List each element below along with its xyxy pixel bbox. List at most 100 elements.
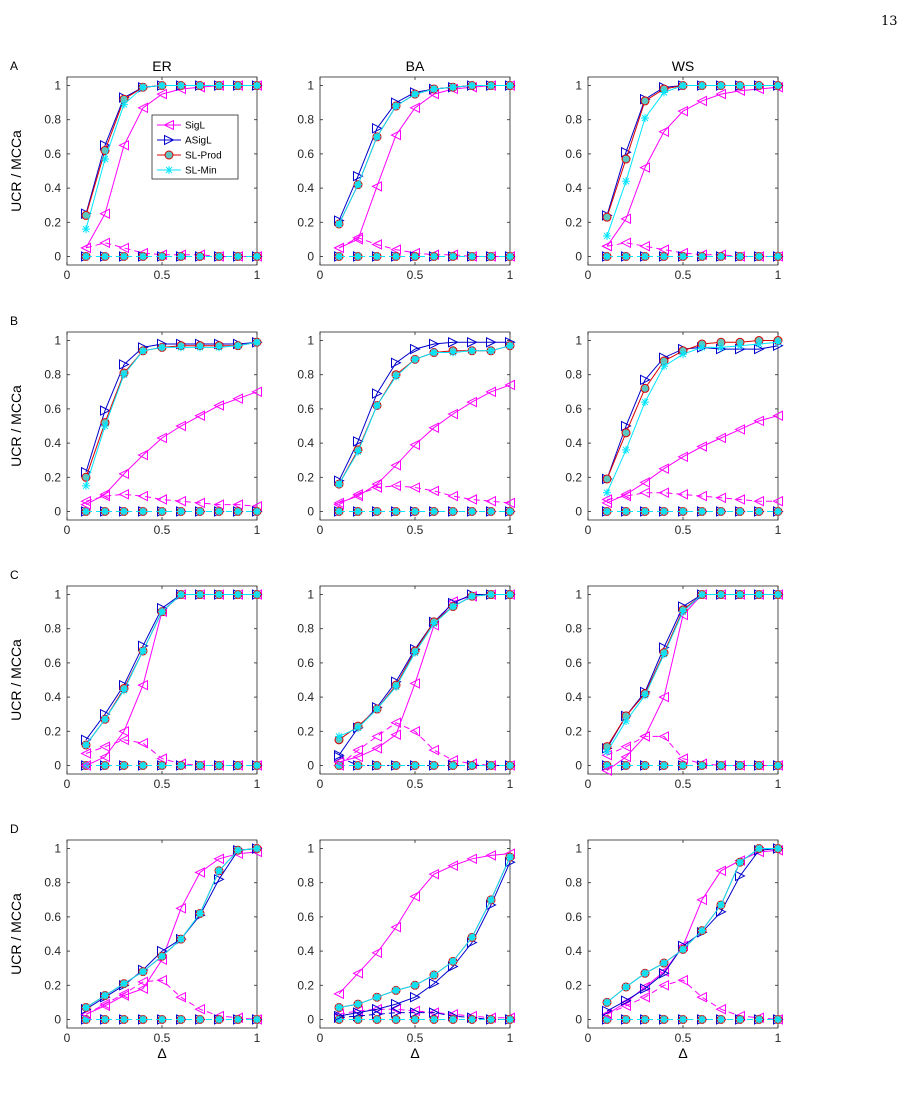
y-axis-label: UCR / MCCa <box>8 893 24 975</box>
data-point <box>333 756 344 768</box>
page-number: 13 <box>881 14 898 29</box>
data-point <box>410 991 421 1003</box>
y-tick-label: 0.6 <box>44 656 61 670</box>
data-point <box>468 81 476 90</box>
data-point <box>156 974 167 986</box>
data-point <box>392 507 400 516</box>
data-point <box>468 933 476 942</box>
series-sigl <box>80 846 262 1020</box>
data-point <box>641 969 649 978</box>
data-point <box>447 408 458 420</box>
series-line <box>85 341 258 486</box>
y-tick-label: 1 <box>307 334 314 348</box>
y-tick-label: 0.2 <box>297 724 314 738</box>
data-point <box>372 1003 383 1015</box>
data-point <box>485 850 496 861</box>
data-point <box>118 734 129 746</box>
series-sl-min-dashed <box>335 1015 514 1024</box>
data-point <box>449 83 457 92</box>
data-point <box>428 868 439 880</box>
data-point <box>772 495 783 507</box>
x-tick-label: 0.5 <box>154 268 171 282</box>
data-point <box>696 991 707 1003</box>
data-point <box>373 993 381 1002</box>
series-line <box>606 848 778 1003</box>
data-point <box>774 761 782 770</box>
data-point <box>640 96 650 106</box>
y-tick-label: 1 <box>307 842 314 856</box>
y-tick-label: 0.8 <box>44 368 61 382</box>
data-point <box>506 81 514 90</box>
y-tick-label: 0 <box>307 504 314 518</box>
data-point <box>429 338 440 350</box>
data-point <box>698 252 706 261</box>
data-point <box>373 252 381 261</box>
x-tick-label: 1 <box>507 1031 514 1045</box>
data-point <box>99 489 110 500</box>
data-point <box>774 844 782 853</box>
data-point <box>80 1009 91 1020</box>
x-tick-label: 0 <box>64 268 71 282</box>
data-point <box>622 177 630 186</box>
data-point <box>736 507 744 516</box>
data-point <box>120 761 128 770</box>
data-point <box>120 370 128 379</box>
data-point <box>430 507 438 516</box>
data-point <box>735 870 746 882</box>
data-point <box>354 761 362 770</box>
y-tick-label: 0 <box>54 249 61 263</box>
data-point <box>253 590 261 599</box>
data-point <box>371 947 382 959</box>
data-point <box>139 967 147 976</box>
data-point <box>603 488 611 497</box>
panel-c-1: 0 0.5 1 0 0.2 0.4 0.6 0.8 1 UCR / MCCa C <box>8 568 263 791</box>
series-line <box>606 340 778 480</box>
series-line <box>338 341 510 481</box>
series-line <box>606 85 778 237</box>
data-point <box>196 761 204 770</box>
data-point <box>620 489 631 500</box>
row-label: C <box>10 568 19 582</box>
data-point <box>715 432 726 444</box>
data-point <box>373 761 381 770</box>
data-point <box>639 240 650 252</box>
panel-title: BA <box>406 58 425 74</box>
data-point <box>602 1005 613 1017</box>
data-point <box>622 982 630 991</box>
data-point <box>736 858 744 867</box>
data-point <box>715 492 726 504</box>
data-point <box>658 463 669 475</box>
x-tick-label: 0.5 <box>154 523 171 537</box>
data-point <box>717 1015 725 1024</box>
data-point <box>504 379 515 391</box>
data-point <box>372 122 383 134</box>
data-point <box>120 979 128 988</box>
data-point <box>755 844 763 853</box>
data-point <box>213 499 224 510</box>
x-tick-label: 0 <box>585 777 592 791</box>
legend-label: ASigL <box>185 136 212 147</box>
data-point <box>215 1015 223 1024</box>
data-point <box>468 252 476 261</box>
data-point <box>774 507 782 516</box>
data-point <box>506 761 514 770</box>
data-point <box>82 252 90 261</box>
data-point <box>118 489 129 500</box>
data-point <box>659 968 670 979</box>
y-tick-label: 0.6 <box>565 147 582 161</box>
data-point <box>660 88 668 97</box>
series-line <box>606 86 779 247</box>
data-point <box>774 338 782 347</box>
data-point <box>371 731 382 742</box>
data-point <box>603 252 611 261</box>
data-point <box>601 497 612 509</box>
data-point <box>641 398 649 407</box>
data-point <box>428 422 439 434</box>
data-point <box>232 393 243 404</box>
y-axis-label: UCR / MCCa <box>8 385 24 467</box>
data-point <box>99 751 110 763</box>
data-point <box>99 1000 110 1012</box>
data-point <box>139 252 147 261</box>
data-point <box>118 242 129 254</box>
